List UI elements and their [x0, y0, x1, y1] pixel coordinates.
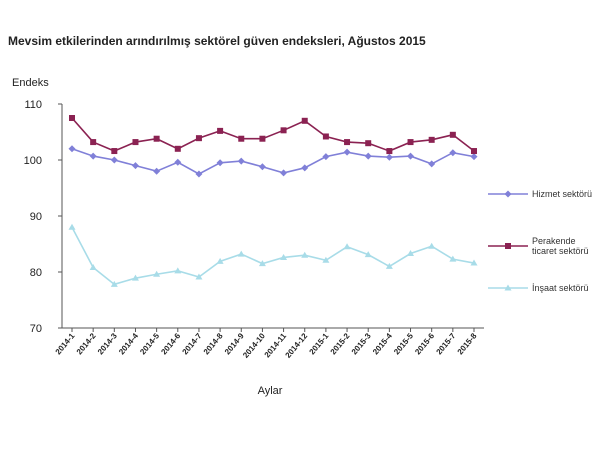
- data-point: [131, 274, 139, 281]
- data-point: [385, 153, 393, 161]
- legend-marker: [504, 190, 512, 198]
- legend-label: Perakende ticaret sektörü: [532, 236, 589, 256]
- data-point: [68, 145, 76, 153]
- legend-label-line: Perakende: [532, 236, 576, 246]
- series-line-3: [71, 226, 475, 286]
- data-point: [471, 148, 477, 155]
- data-point: [428, 242, 436, 249]
- data-point: [365, 140, 372, 147]
- data-point: [470, 153, 478, 161]
- data-point: [174, 145, 181, 152]
- data-point: [131, 162, 139, 170]
- data-point: [237, 250, 245, 257]
- data-point: [407, 139, 414, 146]
- data-point: [132, 139, 139, 146]
- x-tick-label: 2015-7: [434, 331, 457, 356]
- x-tick-label: 2015-6: [413, 331, 436, 356]
- data-point: [428, 160, 436, 168]
- data-point: [364, 152, 372, 160]
- data-point: [407, 152, 415, 160]
- data-point: [258, 163, 266, 171]
- data-point: [90, 139, 97, 146]
- y-tick-label: 70: [30, 323, 42, 335]
- x-tick-label: 2015-8: [456, 331, 479, 356]
- data-point: [322, 153, 330, 161]
- data-point: [386, 148, 393, 155]
- x-tick-label: 2015-5: [392, 331, 415, 356]
- data-point: [110, 280, 118, 287]
- data-point: [238, 135, 245, 142]
- data-point: [110, 156, 118, 164]
- x-tick-label: 2014-1: [54, 331, 77, 356]
- data-point: [301, 164, 309, 172]
- series-layer: [68, 115, 478, 287]
- legend-marker: [504, 284, 512, 291]
- data-point: [470, 259, 478, 266]
- data-point: [153, 167, 161, 175]
- x-tick-label: 2015-1: [308, 331, 331, 356]
- data-point: [343, 148, 351, 156]
- x-tick-label: 2014-3: [96, 331, 119, 356]
- series-line-1: [71, 148, 475, 175]
- data-point: [153, 135, 160, 142]
- legend-marker: [505, 243, 511, 249]
- data-point: [69, 115, 75, 121]
- data-point: [344, 139, 351, 146]
- data-point: [217, 127, 224, 134]
- data-point: [258, 260, 266, 267]
- data-point: [195, 170, 203, 178]
- data-point: [343, 243, 351, 250]
- data-point: [68, 223, 76, 230]
- x-tick-label: 2014-2: [75, 331, 98, 356]
- x-tick-label: 2015-3: [350, 331, 373, 356]
- data-point: [449, 149, 457, 157]
- data-point: [89, 264, 97, 271]
- data-point: [237, 157, 245, 165]
- data-point: [280, 253, 288, 260]
- y-tick-label: 90: [30, 211, 42, 223]
- series-line-2: [71, 117, 475, 152]
- x-axis-label: Aylar: [258, 385, 283, 397]
- data-point: [322, 133, 329, 140]
- data-point: [195, 135, 202, 142]
- x-tick-label: 2014-8: [202, 331, 225, 356]
- legend-label-line: ticaret sektörü: [532, 246, 589, 256]
- data-point: [174, 267, 182, 274]
- data-point: [111, 148, 118, 155]
- data-point: [195, 273, 203, 280]
- data-point: [153, 270, 161, 277]
- x-tick-label: 2015-2: [329, 331, 352, 356]
- data-point: [259, 135, 266, 142]
- x-tick-label: 2014-4: [117, 331, 140, 356]
- x-tick-label: 2014-5: [138, 331, 161, 356]
- data-point: [449, 131, 456, 138]
- y-tick-label: 80: [30, 267, 42, 279]
- legend: Hizmet sektörü Perakende ticaret sektörü İn…: [488, 189, 592, 293]
- data-point: [216, 257, 224, 264]
- data-point: [280, 169, 288, 177]
- data-point: [301, 117, 308, 124]
- y-axis-label: Endeks: [12, 77, 49, 89]
- data-point: [174, 158, 182, 166]
- x-tick-label: 2014-6: [159, 331, 182, 356]
- data-point: [428, 136, 435, 143]
- chart-title: Mevsim etkilerinden arındırılmış sektöre…: [8, 34, 426, 48]
- data-point: [364, 251, 372, 258]
- x-tick-label: 2014-7: [181, 331, 204, 356]
- y-tick-label: 100: [24, 155, 42, 167]
- data-point: [322, 256, 330, 263]
- x-tick-label: 2014-12: [284, 331, 310, 360]
- data-point: [216, 159, 224, 167]
- y-tick-label: 110: [24, 99, 42, 111]
- data-point: [280, 127, 287, 134]
- data-point: [449, 255, 457, 262]
- legend-label: İnşaat sektörü: [532, 283, 589, 293]
- x-tick-label: 2015-4: [371, 331, 394, 356]
- data-point: [385, 262, 393, 269]
- data-point: [89, 152, 97, 160]
- data-point: [407, 250, 415, 257]
- data-point: [301, 251, 309, 258]
- legend-label: Hizmet sektörü: [532, 189, 592, 199]
